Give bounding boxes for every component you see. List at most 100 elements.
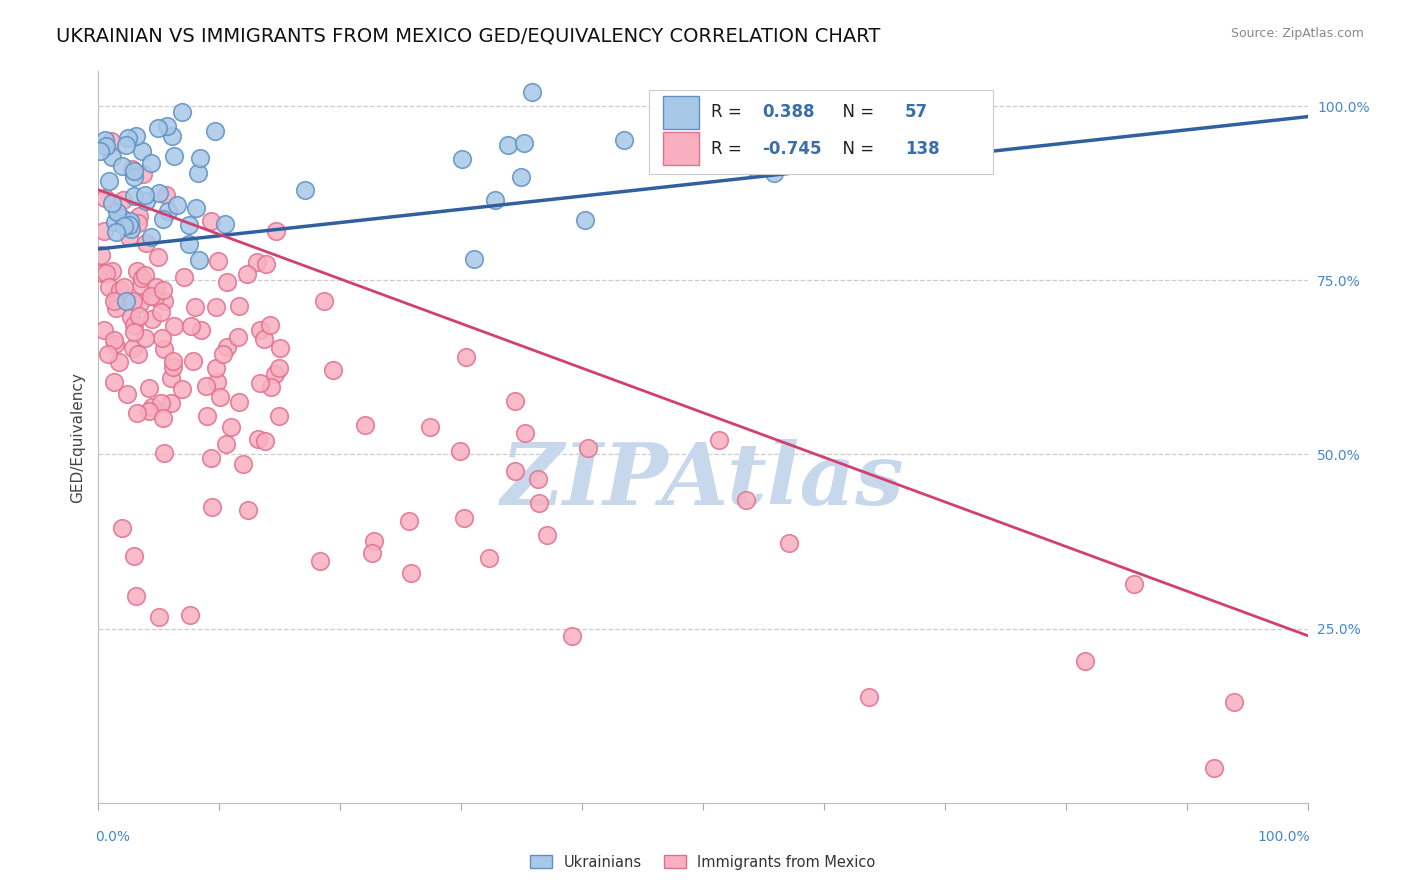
Point <box>1202 761 1225 775</box>
Point <box>1123 577 1146 591</box>
Point <box>122 189 145 203</box>
Point <box>135 194 157 208</box>
Point <box>93 191 115 205</box>
Point <box>172 105 194 120</box>
Point <box>264 224 287 238</box>
Point <box>117 218 139 232</box>
Point <box>215 275 238 289</box>
Point <box>127 347 149 361</box>
Point <box>121 162 143 177</box>
Point <box>128 209 150 223</box>
Point <box>160 128 183 143</box>
Point <box>155 187 177 202</box>
Point <box>226 329 249 343</box>
Point <box>153 293 176 308</box>
Point <box>200 450 222 465</box>
Point <box>104 288 127 302</box>
Point <box>574 212 596 227</box>
Point <box>150 331 173 345</box>
Point <box>496 138 519 153</box>
Point <box>200 214 222 228</box>
Point <box>236 267 259 281</box>
Point <box>253 434 276 449</box>
Point <box>179 607 201 622</box>
Point <box>398 514 420 528</box>
Text: N =: N = <box>832 103 880 121</box>
Point <box>173 270 195 285</box>
Point <box>148 186 170 201</box>
Point <box>100 264 122 278</box>
Point <box>259 318 281 333</box>
Point <box>510 170 533 185</box>
Point <box>127 406 149 420</box>
Point <box>181 354 204 368</box>
Point <box>204 301 226 315</box>
Text: 0.0%: 0.0% <box>96 830 131 844</box>
Point <box>141 400 163 414</box>
Point <box>111 521 134 535</box>
Point <box>463 252 485 266</box>
Point <box>269 342 291 356</box>
Point <box>118 214 141 228</box>
Point <box>207 254 229 268</box>
Point <box>122 318 145 332</box>
Point <box>94 266 117 280</box>
Point <box>100 195 122 210</box>
Point <box>93 323 115 337</box>
Point <box>94 138 117 153</box>
Point <box>449 444 471 458</box>
Point <box>90 267 112 281</box>
Point <box>536 527 558 541</box>
Point <box>134 331 156 345</box>
Text: UKRAINIAN VS IMMIGRANTS FROM MEXICO GED/EQUIVALENCY CORRELATION CHART: UKRAINIAN VS IMMIGRANTS FROM MEXICO GED/… <box>56 27 880 45</box>
Point <box>101 150 124 164</box>
Point <box>156 204 179 219</box>
Point <box>111 159 134 173</box>
Point <box>162 360 184 375</box>
Point <box>104 337 127 351</box>
Point <box>152 211 174 226</box>
Point <box>205 361 228 376</box>
Point <box>778 535 800 549</box>
Point <box>111 193 134 207</box>
Point <box>1074 655 1097 669</box>
Point <box>170 382 193 396</box>
Point <box>104 301 127 315</box>
Point <box>129 296 152 310</box>
FancyBboxPatch shape <box>664 132 699 165</box>
Point <box>94 133 117 147</box>
Point <box>527 472 550 486</box>
Point <box>247 432 270 446</box>
Point <box>269 409 291 424</box>
Point <box>205 375 228 389</box>
Point <box>707 433 730 447</box>
Text: 138: 138 <box>905 140 939 158</box>
Point <box>120 222 142 236</box>
Point <box>131 145 153 159</box>
Point <box>246 255 269 269</box>
Point <box>100 134 122 148</box>
Point <box>143 290 166 304</box>
Point <box>152 410 174 425</box>
Point <box>478 551 501 566</box>
FancyBboxPatch shape <box>664 96 699 129</box>
Point <box>858 690 880 705</box>
Point <box>93 224 115 238</box>
Point <box>744 161 766 176</box>
Point <box>166 197 188 211</box>
Point <box>138 404 160 418</box>
Point <box>453 511 475 525</box>
Point <box>127 264 149 278</box>
Point <box>264 367 287 381</box>
Point <box>117 131 139 145</box>
Point <box>194 379 217 393</box>
Text: 0.388: 0.388 <box>762 103 814 121</box>
Point <box>118 230 141 244</box>
Point <box>125 590 148 604</box>
Point <box>214 217 236 231</box>
Point <box>692 144 714 158</box>
Point <box>120 310 142 325</box>
Point <box>103 293 125 308</box>
Point <box>112 219 135 234</box>
Point <box>122 549 145 563</box>
